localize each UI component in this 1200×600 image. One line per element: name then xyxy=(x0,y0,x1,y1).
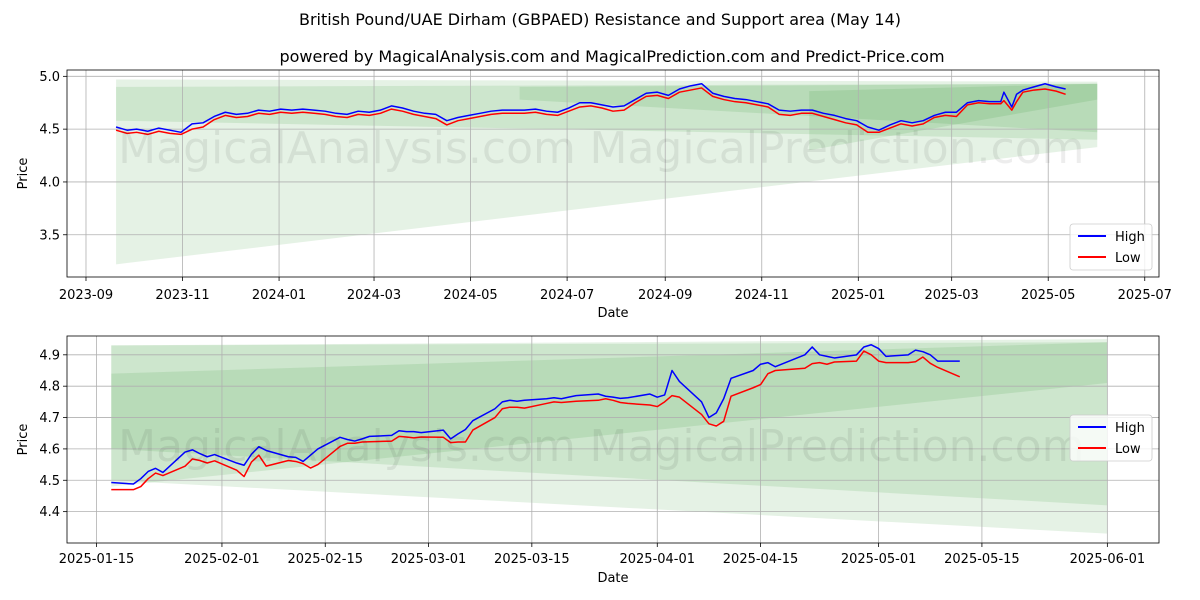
legend-label-high: High xyxy=(1115,421,1145,436)
watermark-text: MagicalPrediction.com xyxy=(590,421,1085,472)
x-tick-label: 2025-02-01 xyxy=(184,552,260,567)
legend-label-low: Low xyxy=(1115,251,1141,266)
series-line-high xyxy=(115,82,1066,134)
x-tick-label: 2024-05 xyxy=(443,288,497,303)
x-tick-label: 2023-09 xyxy=(59,288,113,303)
series-line-high xyxy=(111,344,960,485)
axes-frame xyxy=(66,335,1160,544)
y-tick-label: 4.8 xyxy=(39,380,60,395)
x-tick-label: 2024-09 xyxy=(638,288,692,303)
legend-label-high: High xyxy=(1115,230,1145,245)
y-axis-label: Price xyxy=(16,158,31,190)
watermark-text: MagicalAnalysis.com xyxy=(118,421,576,472)
x-tick-label: 2023-11 xyxy=(155,288,209,303)
series-line-low xyxy=(111,350,961,491)
y-tick-label: 4.7 xyxy=(39,411,60,426)
x-axis-label: Date xyxy=(597,571,628,586)
x-tick-label: 2025-03 xyxy=(925,288,979,303)
chart-title: British Pound/UAE Dirham (GBPAED) Resist… xyxy=(299,10,901,29)
x-tick-label: 2025-02-15 xyxy=(287,552,363,567)
chart-subtitle: powered by MagicalAnalysis.com and Magic… xyxy=(279,47,944,66)
y-tick-label: 4.5 xyxy=(39,474,60,489)
top-chart-panel: MagicalAnalysis.com MagicalPrediction.com… xyxy=(16,69,1172,321)
x-tick-label: 2025-06-01 xyxy=(1070,552,1146,567)
series-line-low xyxy=(115,87,1066,136)
x-tick-label: 2025-05 xyxy=(1021,288,1075,303)
axes-frame xyxy=(66,69,1160,278)
x-tick-label: 2025-01 xyxy=(831,288,885,303)
band-group xyxy=(116,79,1098,265)
y-tick-label: 4.4 xyxy=(39,505,60,520)
x-tick-label: 2025-05-15 xyxy=(944,552,1020,567)
y-tick-label: 5.0 xyxy=(39,70,60,85)
x-tick-label: 2025-01-15 xyxy=(59,552,135,567)
bottom-chart-panel: MagicalAnalysis.com MagicalPrediction.com… xyxy=(16,335,1160,586)
legend-label-low: Low xyxy=(1115,442,1141,457)
support-resistance-band xyxy=(111,339,1108,534)
x-tick-label: 2024-07 xyxy=(540,288,594,303)
series-group xyxy=(111,344,961,491)
x-tick-label: 2025-07 xyxy=(1118,288,1172,303)
watermark-text: MagicalPrediction.com xyxy=(590,123,1085,174)
x-tick-label: 2025-05-01 xyxy=(841,552,917,567)
series-group xyxy=(115,82,1066,136)
legend: High Low xyxy=(1069,414,1153,462)
support-resistance-band xyxy=(809,83,1098,151)
support-resistance-band xyxy=(116,79,1098,265)
y-tick-label: 3.5 xyxy=(39,228,60,243)
legend: High Low xyxy=(1069,223,1153,271)
y-tick-label: 4.9 xyxy=(39,348,60,363)
x-tick-label: 2025-04-01 xyxy=(619,552,695,567)
x-tick-label: 2024-03 xyxy=(347,288,401,303)
x-tick-label: 2025-04-15 xyxy=(723,552,799,567)
x-tick-label: 2024-11 xyxy=(735,288,789,303)
y-tick-label: 4.6 xyxy=(39,442,60,457)
x-tick-label: 2025-03-15 xyxy=(494,552,570,567)
support-resistance-band xyxy=(111,342,1108,506)
band-group xyxy=(111,339,1108,534)
support-resistance-band xyxy=(519,83,1098,133)
x-axis-label: Date xyxy=(597,306,628,321)
y-tick-label: 4.0 xyxy=(39,175,60,190)
support-resistance-band xyxy=(111,342,1108,487)
x-tick-label: 2024-01 xyxy=(252,288,306,303)
y-axis-label: Price xyxy=(16,424,31,456)
y-tick-label: 4.5 xyxy=(39,123,60,138)
watermark-text: MagicalAnalysis.com xyxy=(118,123,576,174)
x-tick-label: 2025-03-01 xyxy=(391,552,467,567)
support-resistance-band xyxy=(116,83,1098,140)
